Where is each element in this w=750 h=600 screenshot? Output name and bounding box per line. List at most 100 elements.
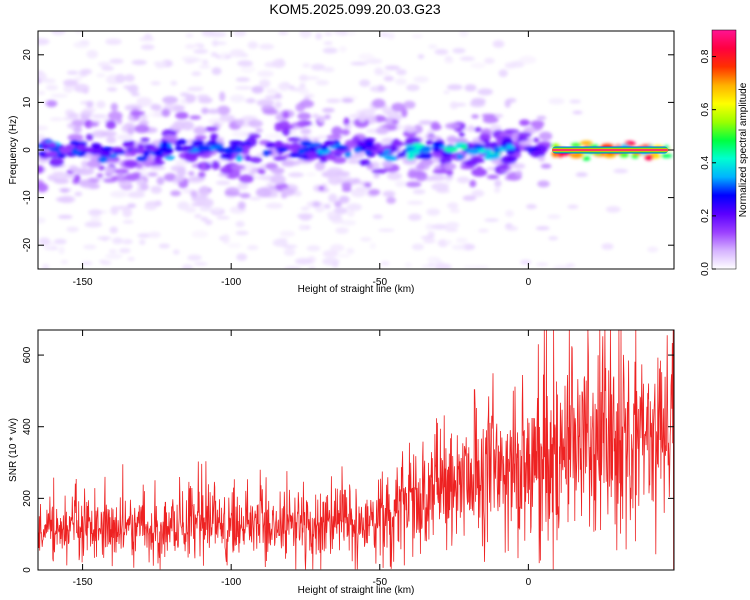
spectrogram-band-blob <box>274 92 282 99</box>
spectrogram-speckle <box>191 230 209 238</box>
spectrogram-speckle <box>229 94 245 103</box>
spectrogram-speckle <box>105 253 123 259</box>
spectrogram-band-blob <box>259 79 271 88</box>
spectrogram-ridge-blob <box>377 150 384 156</box>
spectrogram-band-blob <box>69 124 76 129</box>
spectrogram-speckle <box>266 183 273 187</box>
spectrogram-speckle <box>384 65 401 71</box>
spectrogram-ridge-blob <box>406 153 416 161</box>
spectrogram-ridge-blob <box>432 140 444 147</box>
spectrogram-speckle <box>464 84 477 92</box>
spectrogram-band-blob <box>341 182 352 189</box>
spectrogram-speckle <box>451 244 467 250</box>
spectrogram-band-blob <box>446 135 458 144</box>
spectrogram-speckle <box>127 257 135 261</box>
spectrogram-band-blob <box>247 245 259 251</box>
spectrogram-band-blob <box>220 166 233 175</box>
spectrogram-speckle <box>256 99 275 107</box>
spectrogram-speckle <box>412 189 426 195</box>
spectrogram-speckle <box>449 101 459 110</box>
snr-y-axis-label: SNR (10 * v/v) <box>8 418 19 482</box>
spectrogram-ridge-blob <box>354 147 361 154</box>
spectrogram-ridge-blob <box>47 142 57 148</box>
spectrogram-band-blob <box>225 192 241 197</box>
spectrogram-speckle <box>418 120 433 125</box>
spectrogram-band-blob <box>205 126 218 132</box>
spectrogram-speckle <box>423 239 436 244</box>
spectrogram-band-blob <box>344 124 352 129</box>
spectrogram-ridge-blob <box>291 142 301 150</box>
spectrogram-band-blob <box>163 173 177 182</box>
spectrogram-speckle <box>131 59 147 66</box>
spectrogram-ridge-blob <box>300 140 313 147</box>
spectrogram-band-blob <box>537 180 550 188</box>
spectrogram-speckle <box>96 100 106 109</box>
spectrogram-band-blob <box>45 84 59 91</box>
spectrogram-x-tick-label: -150 <box>73 277 93 288</box>
spectrogram-band-blob <box>175 111 189 120</box>
spectrogram-band-blob <box>38 183 49 193</box>
spectrogram-speckle <box>323 203 331 209</box>
spectrogram-speckle <box>212 31 221 35</box>
spectrogram-ridge-blob <box>344 151 352 158</box>
spectrogram-speckle <box>445 175 454 180</box>
spectrogram-speckle <box>124 74 135 82</box>
spectrogram-band-blob <box>458 131 465 137</box>
spectrogram-band-blob <box>115 73 126 84</box>
snr-x-tick-label: -100 <box>221 577 241 588</box>
spectrogram-band-blob <box>540 163 552 169</box>
spectrogram-ridge-blob <box>288 152 300 158</box>
spectrogram-speckle <box>210 52 218 57</box>
spectrogram-band-blob <box>38 237 51 246</box>
spectrogram-band-blob <box>153 61 168 66</box>
spectrogram-ridge-blob <box>391 141 402 147</box>
spectrogram-band-blob <box>81 160 88 169</box>
spectrogram-band-blob <box>341 129 350 136</box>
spectrogram-speckle <box>520 259 532 265</box>
spectrogram-speckle <box>74 76 82 82</box>
spectrogram-speckle <box>139 37 155 42</box>
spectrogram-speckle <box>110 190 128 198</box>
spectrogram-ridge-blob <box>570 142 582 148</box>
spectrogram-band-blob <box>189 115 202 120</box>
spectrogram-band-blob <box>430 121 441 131</box>
colorbar-tick-label: 0.2 <box>700 209 711 223</box>
spectrogram-speckle <box>264 133 283 139</box>
spectrogram-speckle <box>601 243 614 250</box>
spectrogram-band-blob <box>334 200 342 208</box>
spectrogram-band-blob <box>331 126 343 137</box>
spectrogram-speckle <box>471 97 486 105</box>
spectrogram-band-blob <box>281 127 291 136</box>
spectrogram-speckle <box>227 243 242 248</box>
spectrogram-ridge-blob <box>384 144 391 150</box>
spectrogram-speckle <box>317 135 327 139</box>
spectrogram-ridge-blob <box>38 143 44 149</box>
spectrogram-ridge-blob <box>186 151 201 158</box>
spectrogram-speckle <box>153 111 164 118</box>
spectrogram-band-blob <box>117 172 124 181</box>
spectrogram-speckle <box>66 70 79 75</box>
spectrogram-x-axis-label: Height of straight line (km) <box>298 284 415 295</box>
spectrogram-band-blob <box>515 170 523 177</box>
spectrogram-band-blob <box>287 137 302 142</box>
snr-axes: -150 -100 -50 0 0 200 400 600 <box>22 330 674 588</box>
spectrogram-band-blob <box>87 167 94 172</box>
spectrogram-band-blob <box>314 161 326 171</box>
snr-y-tick-label: 400 <box>22 418 33 435</box>
spectrogram-band-blob <box>443 162 457 171</box>
spectrogram-ridge-blob <box>660 153 673 158</box>
spectrogram-speckle <box>158 243 170 249</box>
spectrogram-band-blob <box>326 211 337 218</box>
spectrogram-band-blob <box>315 79 329 86</box>
spectrogram-ridge-blob <box>241 144 252 150</box>
spectrogram-speckle <box>477 88 493 96</box>
spectrogram-band-blob <box>504 99 511 108</box>
spectrogram-ridge-blob <box>444 146 459 153</box>
spectrogram-ridge-blob <box>159 146 174 154</box>
spectrogram-ridge-blob <box>582 156 591 161</box>
spectrogram-band-blob <box>88 209 103 216</box>
spectrogram-ridge <box>552 146 668 154</box>
spectrogram-band-blob <box>249 156 263 164</box>
spectrogram-band-blob <box>46 100 58 108</box>
